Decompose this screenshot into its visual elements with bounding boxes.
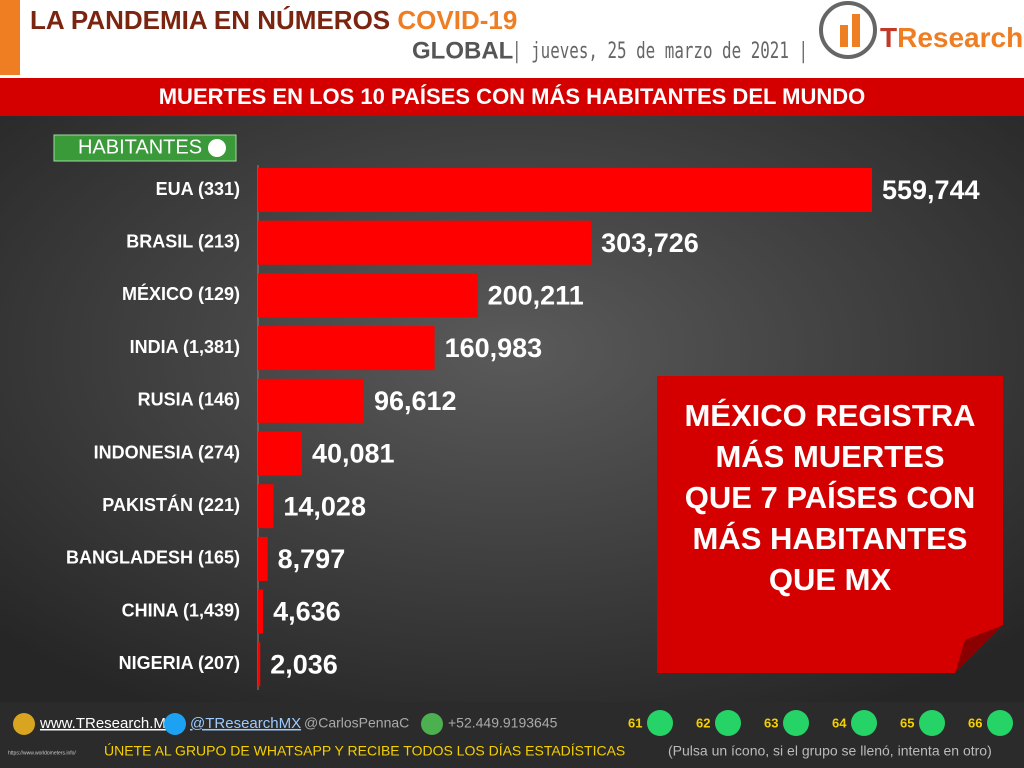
banner (0, 78, 1024, 116)
whatsapp-icon[interactable] (987, 710, 1013, 736)
groups: 61 62 63 64 65 66 (628, 710, 1013, 736)
bar (258, 168, 872, 212)
value-label: 200,211 (488, 281, 584, 311)
value-label: 2,036 (270, 649, 338, 679)
footer-note: (Pulsa un ícono, si el grupo se llenó, i… (668, 743, 992, 759)
bar (258, 642, 261, 687)
header-scope: GLOBAL (412, 37, 513, 64)
whatsapp-icon[interactable] (851, 710, 877, 736)
bars: EUA (331) 559,744 BRASIL (213) 303,726 MÉXIC… (66, 168, 980, 687)
callout: MÉXICO REGISTRA MÁS MUERTES QUE 7 PAÍSES C… (684, 398, 975, 597)
group-number: 62 (696, 715, 710, 730)
chart-title: MUERTES EN LOS 10 PAÍSES CON MÁS HABITAN… (159, 84, 866, 109)
y-tick-label: NIGERIA (207) (119, 653, 240, 673)
bar (258, 220, 592, 265)
value-label: 559,744 (882, 175, 980, 205)
value-label: 8,797 (278, 544, 346, 574)
badge (53, 134, 237, 162)
y-tick-label: MÉXICO (129) (122, 283, 240, 304)
footer-phone: +52.449.9193645 (448, 715, 558, 731)
y-tick-label: EUA (331) (156, 179, 240, 199)
group-number: 64 (832, 715, 847, 730)
logo-bar (852, 14, 860, 47)
logo-text: TResearch (880, 22, 1023, 53)
twitter-icon (164, 713, 186, 735)
badge-text: HABITANTES (78, 136, 202, 158)
bar (258, 589, 264, 634)
value-label: 40,081 (312, 439, 395, 469)
header-title: LA PANDEMIA EN NÚMEROS COVID-19 (30, 5, 517, 35)
callout-box (657, 376, 1003, 673)
bar (258, 431, 302, 476)
bar (258, 536, 268, 581)
header-date: | jueves, 25 de marzo de 2021 | (512, 39, 808, 64)
bar (258, 378, 364, 423)
callout-line: QUE MX (769, 562, 892, 597)
group-number: 63 (764, 715, 778, 730)
y-tick-label: INDONESIA (274) (94, 442, 240, 462)
header-strip (0, 0, 20, 75)
callout-fold (955, 625, 1003, 673)
footer-twitter[interactable]: @TResearchMX (190, 715, 301, 732)
logo-bar (840, 25, 848, 47)
whatsapp-icon[interactable] (783, 710, 809, 736)
bar (258, 484, 274, 529)
group-number: 66 (968, 715, 982, 730)
callout-line: QUE 7 PAÍSES CON (685, 480, 976, 515)
group-number: 65 (900, 715, 914, 730)
whatsapp-icon[interactable] (919, 710, 945, 736)
group-number: 61 (628, 715, 642, 730)
whatsapp-icon[interactable] (715, 710, 741, 736)
y-tick-label: INDIA (1,381) (130, 337, 240, 357)
y-tick-label: RUSIA (146) (138, 390, 240, 410)
whatsapp-icon[interactable] (647, 710, 673, 736)
badge-icon (208, 139, 226, 157)
bar (258, 326, 435, 371)
y-tick-label: CHINA (1,439) (122, 600, 240, 620)
value-label: 160,983 (445, 333, 543, 363)
logo-ring (819, 1, 877, 59)
y-tick-label: BRASIL (213) (126, 231, 240, 251)
y-tick-label: BANGLADESH (165) (66, 548, 240, 568)
value-label: 4,636 (273, 597, 341, 627)
callout-line: MÁS HABITANTES (693, 521, 968, 556)
value-label: 14,028 (283, 491, 366, 521)
y-tick-label: PAKISTÁN (221) (102, 494, 240, 515)
bar (258, 273, 478, 318)
phone-icon (421, 713, 443, 735)
footer-personal: @CarlosPennaC (304, 715, 409, 731)
callout-line: MÉXICO REGISTRA (684, 398, 975, 433)
footer-source: https://www.worldometers.info/ (8, 750, 76, 756)
footer-web[interactable]: www.TResearch.Mx (39, 715, 174, 732)
footer-invite: ÚNETE AL GRUPO DE WHATSAPP Y RECIBE TODO… (104, 743, 625, 759)
footer-bg (0, 702, 1024, 768)
value-label: 96,612 (374, 386, 457, 416)
callout-line: MÁS MUERTES (715, 439, 944, 474)
value-label: 303,726 (601, 228, 699, 258)
web-icon (13, 713, 35, 735)
